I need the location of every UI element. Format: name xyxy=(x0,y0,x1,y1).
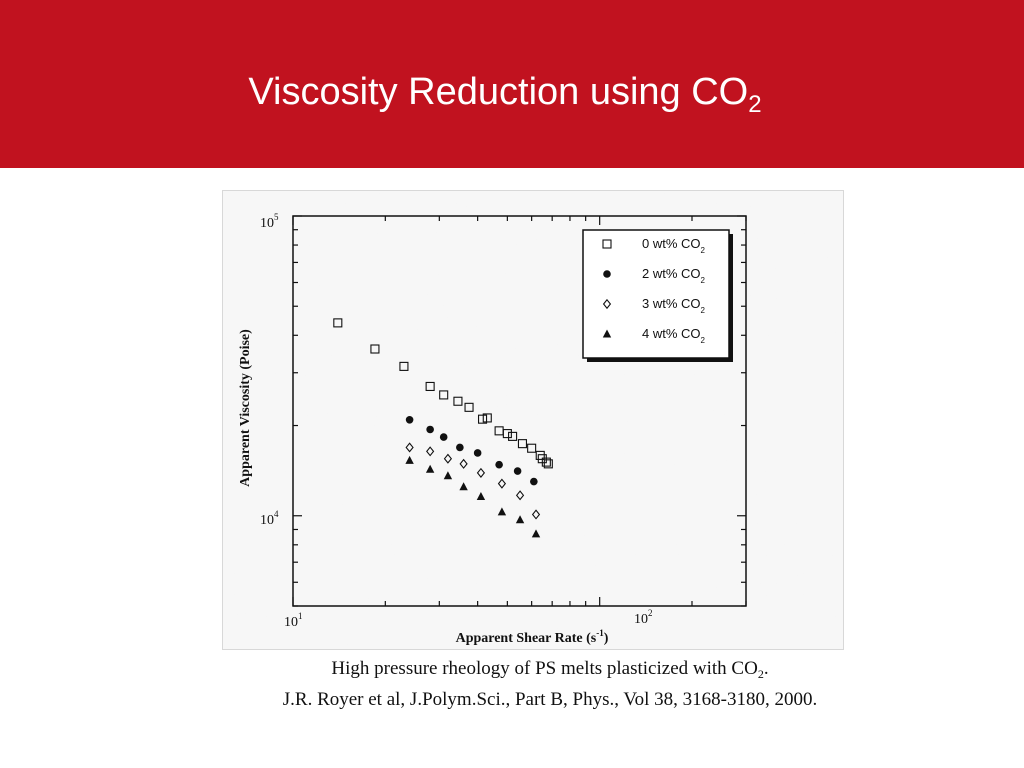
data-point-series-1 xyxy=(439,433,448,441)
data-point-series-1 xyxy=(495,460,503,469)
legend-entry-0: 0 wt% CO2 xyxy=(642,236,706,255)
legend-marker-2 xyxy=(602,298,612,310)
figure-caption: High pressure rheology of PS melts plast… xyxy=(0,657,1024,681)
data-point-series-0 xyxy=(527,443,537,453)
data-point-series-3 xyxy=(476,491,486,500)
data-point-series-2 xyxy=(531,509,541,520)
data-point-series-0 xyxy=(477,414,488,424)
x-axis-label-text: Apparent Shear Rate (s xyxy=(456,631,597,646)
legend-label: 2 wt% CO xyxy=(642,266,701,281)
data-point-series-0 xyxy=(370,344,380,354)
svg-text:101: 101 xyxy=(284,611,303,630)
data-point-series-2 xyxy=(405,442,414,453)
legend: 0 wt% CO2 2 wt% CO2 3 wt% CO2 4 wt% CO2 xyxy=(582,229,733,362)
data-point-series-1 xyxy=(530,477,538,486)
data-point-series-3 xyxy=(531,529,541,538)
data-point-series-0 xyxy=(502,429,512,439)
legend-label-sub: 2 xyxy=(701,246,706,255)
data-point-series-3 xyxy=(405,455,414,464)
y-axis-ticks xyxy=(293,215,746,607)
legend-entry-1: 2 wt% CO2 xyxy=(642,266,706,285)
caption-period: . xyxy=(763,658,769,679)
svg-text:104: 104 xyxy=(260,509,279,528)
legend-marker-0 xyxy=(602,239,612,249)
legend-label: 3 wt% CO xyxy=(642,296,701,311)
scanned-figure: 101 102 104 105 Apparent Shear Rate (s-1… xyxy=(222,190,844,650)
plot-frame xyxy=(292,215,747,607)
legend-marker-1 xyxy=(603,270,611,278)
data-point-series-3 xyxy=(497,507,507,516)
data-point-series-0 xyxy=(508,431,518,441)
data-point-series-2 xyxy=(443,453,453,464)
x-axis-label: Apparent Shear Rate (s-1) xyxy=(456,628,609,646)
x-tick-label-10: 101 xyxy=(284,611,303,630)
legend-label: 4 wt% CO xyxy=(642,326,701,341)
x-axis-label-sup: -1 xyxy=(596,628,604,638)
legend-label-sub: 2 xyxy=(701,276,706,285)
data-points xyxy=(333,318,553,538)
scan-border xyxy=(222,190,844,650)
data-point-series-2 xyxy=(515,490,525,501)
y-tick-label-10000: 104 xyxy=(260,509,279,528)
slide-title-subscript: 2 xyxy=(748,91,762,118)
x-tick-base: 10 xyxy=(284,615,298,630)
x-tick-label-100: 102 xyxy=(634,608,653,627)
data-point-series-3 xyxy=(425,464,435,473)
data-point-series-3 xyxy=(515,515,525,524)
x-tick-exp: 1 xyxy=(298,611,303,621)
data-point-series-2 xyxy=(426,446,435,457)
caption-subscript: 2 xyxy=(757,667,764,681)
data-point-series-0 xyxy=(535,450,545,460)
data-point-series-1 xyxy=(456,443,464,452)
legend-entry-3: 4 wt% CO2 xyxy=(642,326,706,345)
citation: J.R. Royer et al, J.Polym.Sci., Part B, … xyxy=(282,689,818,710)
data-point-series-1 xyxy=(473,449,482,457)
data-point-series-2 xyxy=(476,467,486,478)
caption-text: High pressure rheology of PS melts plast… xyxy=(331,658,758,679)
y-tick-base: 10 xyxy=(260,513,274,528)
y-axis-label: Apparent Viscosity (Poise) xyxy=(238,329,253,487)
legend-label: 0 wt% CO xyxy=(642,236,701,251)
legend-marker-3 xyxy=(602,329,612,338)
data-point-series-0 xyxy=(439,390,449,400)
data-point-series-2 xyxy=(497,478,507,489)
x-tick-base: 10 xyxy=(634,612,648,627)
slide-header xyxy=(0,0,1024,168)
y-tick-exp: 4 xyxy=(274,509,279,519)
data-point-series-3 xyxy=(459,482,468,491)
legend-label-sub: 2 xyxy=(701,306,706,315)
data-point-series-0 xyxy=(541,457,551,467)
scan-texture xyxy=(222,190,844,650)
data-point-series-0 xyxy=(425,381,435,392)
data-point-series-0 xyxy=(517,439,528,449)
y-tick-base: 10 xyxy=(260,216,274,231)
data-point-series-1 xyxy=(513,467,522,475)
data-point-series-0 xyxy=(333,318,343,328)
data-point-series-3 xyxy=(443,471,453,480)
viscosity-chart: 101 102 104 105 Apparent Shear Rate (s-1… xyxy=(222,190,844,650)
svg-text:102: 102 xyxy=(634,608,653,627)
x-tick-exp: 2 xyxy=(648,608,653,618)
y-tick-label-100000: 105 xyxy=(260,212,279,231)
x-axis-ticks xyxy=(292,216,747,606)
data-point-series-1 xyxy=(405,415,414,424)
data-point-series-0 xyxy=(464,402,474,412)
data-point-series-1 xyxy=(426,425,434,434)
y-tick-exp: 5 xyxy=(274,212,279,222)
legend-markers xyxy=(602,239,612,338)
data-point-series-0 xyxy=(482,413,492,423)
data-point-series-0 xyxy=(399,361,409,371)
data-point-series-2 xyxy=(459,458,468,469)
legend-entry-2: 3 wt% CO2 xyxy=(642,296,706,315)
data-point-series-0 xyxy=(453,396,463,406)
legend-label-sub: 2 xyxy=(701,336,706,345)
data-point-series-0 xyxy=(543,459,553,469)
slide-title: Viscosity Reduction using CO2 xyxy=(0,70,1010,117)
slide-title-text: Viscosity Reduction using CO xyxy=(248,71,749,113)
x-axis-label-end: ) xyxy=(604,631,609,646)
svg-text:105: 105 xyxy=(260,212,279,231)
